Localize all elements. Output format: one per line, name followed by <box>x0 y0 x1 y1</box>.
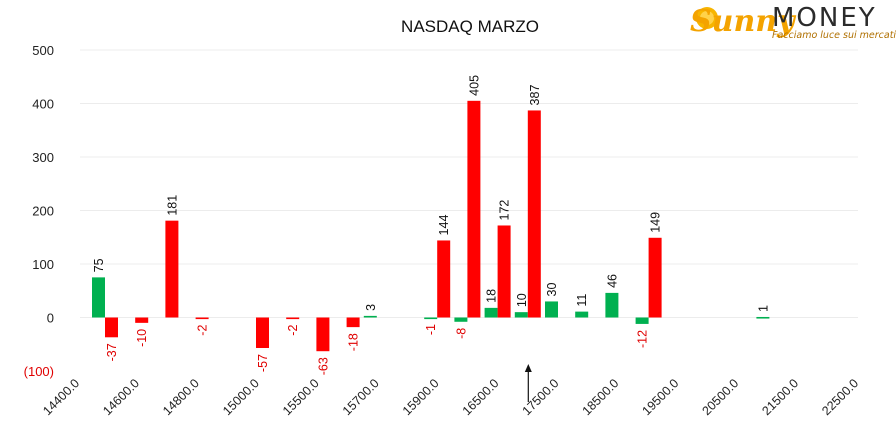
logo-money-text: MONEY <box>772 3 877 33</box>
bar-red <box>165 220 179 318</box>
data-label: 387 <box>528 85 542 106</box>
data-label: -8 <box>454 328 468 339</box>
x-tick-label: 14600.0 <box>100 376 142 418</box>
bar-red <box>135 317 149 323</box>
x-tick-label: 14400.0 <box>40 376 82 418</box>
data-label: 1 <box>756 305 770 312</box>
data-label: -18 <box>347 333 361 351</box>
bar-red <box>497 225 511 318</box>
data-label: 172 <box>498 200 512 221</box>
data-label: -12 <box>636 330 650 348</box>
data-label: -63 <box>316 357 330 375</box>
chart-title: NASDAQ MARZO <box>401 17 539 36</box>
logo-sunny-text: Sunny <box>690 4 797 39</box>
bar-red <box>105 317 118 338</box>
bar-red <box>316 317 330 352</box>
bar-red <box>346 317 360 328</box>
bar-red <box>648 237 662 318</box>
data-label: 181 <box>165 195 179 216</box>
sun-icon <box>696 7 718 29</box>
bar-red <box>467 100 481 318</box>
data-label: -57 <box>256 354 270 372</box>
y-tick-label: (100) <box>24 364 54 379</box>
bar-green <box>635 317 649 324</box>
bar-red <box>437 240 451 318</box>
data-label: 149 <box>649 212 663 233</box>
bar-green <box>92 277 105 318</box>
bar-red <box>195 317 209 320</box>
y-tick-label: 0 <box>47 311 54 326</box>
x-tick-label: 18500.0 <box>580 376 622 418</box>
data-label: -2 <box>196 325 210 336</box>
data-label: 3 <box>364 304 378 311</box>
data-label: 18 <box>485 289 499 303</box>
data-labels-layer: 75 -37 -10 181 -2 -57 -2 -63 -18 3 -1 144 -8 405 18 172… <box>92 75 770 375</box>
bar-green <box>545 301 558 318</box>
x-tick-label: 17500.0 <box>520 376 562 418</box>
logo-tagline: Facciamo luce sui mercati <box>772 30 896 41</box>
data-label: -2 <box>286 325 300 336</box>
bar-green <box>756 316 770 319</box>
data-label: 11 <box>575 294 589 307</box>
x-axis: 14400.0 14600.0 14800.0 15000.0 15500.0 15700… <box>40 376 861 418</box>
bar-red <box>527 110 541 318</box>
x-tick-label: 19500.0 <box>640 376 682 418</box>
data-label: 10 <box>515 293 529 307</box>
bar-green <box>363 315 377 318</box>
data-label: 30 <box>545 282 559 296</box>
bar-red <box>286 317 300 320</box>
bar-green <box>424 317 438 320</box>
x-tick-label: 21500.0 <box>759 376 801 418</box>
x-tick-label: 15000.0 <box>220 376 262 418</box>
bar-green <box>575 311 589 318</box>
x-tick-label: 15700.0 <box>340 376 382 418</box>
data-label: -1 <box>424 324 438 335</box>
y-tick-label: 500 <box>32 43 54 58</box>
marker-arrow <box>524 364 532 402</box>
x-tick-label: 15900.0 <box>400 376 442 418</box>
data-label: 75 <box>92 258 106 272</box>
arrow-head <box>524 364 532 372</box>
brand-logo: Sunny MONEY Facciamo luce sui mercati <box>690 3 896 41</box>
y-tick-label: 300 <box>32 150 54 165</box>
bars-layer <box>92 100 770 352</box>
bar-red <box>256 317 269 348</box>
bar-green <box>605 292 619 318</box>
y-tick-label: 400 <box>32 97 54 112</box>
data-label: -10 <box>135 329 149 347</box>
x-tick-label: 22500.0 <box>819 376 861 418</box>
x-tick-label: 15500.0 <box>280 376 322 418</box>
data-label: 405 <box>467 75 481 96</box>
y-tick-label: 200 <box>32 204 54 219</box>
data-label: -37 <box>105 343 119 361</box>
data-label: 144 <box>437 215 451 236</box>
y-axis: 500 400 300 200 100 0 (100) <box>24 43 54 379</box>
bar-green <box>514 312 528 318</box>
bar-green <box>484 307 498 318</box>
x-tick-label: 16500.0 <box>460 376 502 418</box>
data-label: 46 <box>605 274 619 288</box>
y-tick-label: 100 <box>32 257 54 272</box>
bar-green <box>454 317 468 322</box>
x-tick-label: 20500.0 <box>699 376 741 418</box>
x-tick-label: 14800.0 <box>160 376 202 418</box>
